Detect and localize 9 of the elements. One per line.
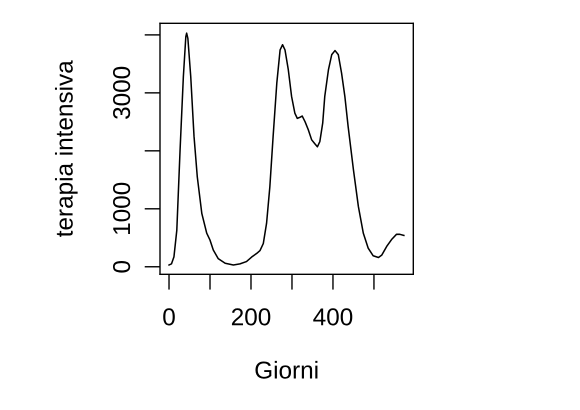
x-tick-label: 0 (163, 308, 175, 326)
x-axis-title: Giorni (255, 360, 318, 379)
y-tick-label: 0 (112, 260, 130, 273)
y-tick-label: 1000 (112, 182, 130, 234)
x-tick-label: 200 (232, 308, 270, 326)
x-tick-label: 400 (313, 308, 352, 326)
line-series (168, 32, 405, 266)
y-tick-label: 3000 (112, 66, 130, 119)
y-axis-title: terapia intensiva (54, 60, 78, 237)
